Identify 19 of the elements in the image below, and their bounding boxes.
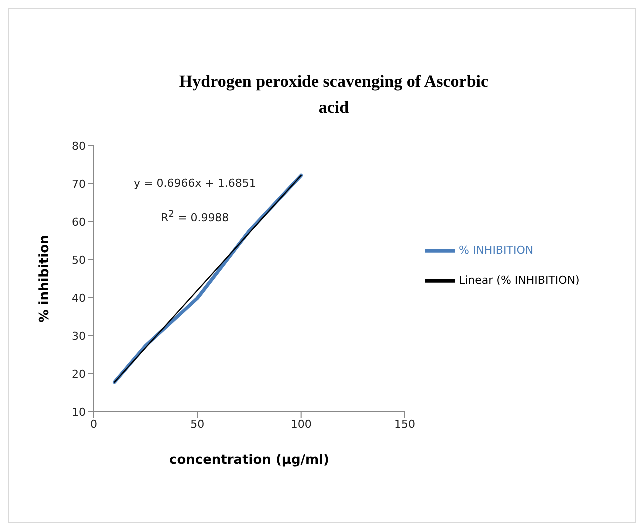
x-tick-label: 100 — [290, 418, 312, 431]
legend-label: % INHIBITION — [459, 244, 534, 257]
y-tick-label: 30 — [72, 330, 86, 343]
y-tick-label: 20 — [72, 368, 86, 381]
y-tick-label: 40 — [72, 292, 86, 305]
y-tick-label: 60 — [72, 216, 86, 229]
y-tick-label: 10 — [72, 406, 86, 419]
annotation: y = 0.6966x + 1.6851 — [134, 177, 256, 190]
x-tick-label: 50 — [190, 418, 205, 431]
x-axis-title: concentration (µg/ml) — [170, 453, 330, 468]
x-tick-label: 150 — [394, 418, 416, 431]
y-tick-label: 80 — [72, 140, 86, 153]
chart-title: Hydrogen peroxide scavenging of Ascorbic acid — [178, 71, 490, 119]
y-axis-title: % inhibition — [38, 235, 53, 323]
y-tick-label: 70 — [72, 178, 86, 191]
x-tick-label: 0 — [90, 418, 98, 431]
annotation: R$^{2}$ = 0.9988 — [161, 209, 230, 225]
y-tick-label: 50 — [72, 254, 86, 267]
legend-label: Linear (% INHIBITION) — [459, 274, 580, 287]
